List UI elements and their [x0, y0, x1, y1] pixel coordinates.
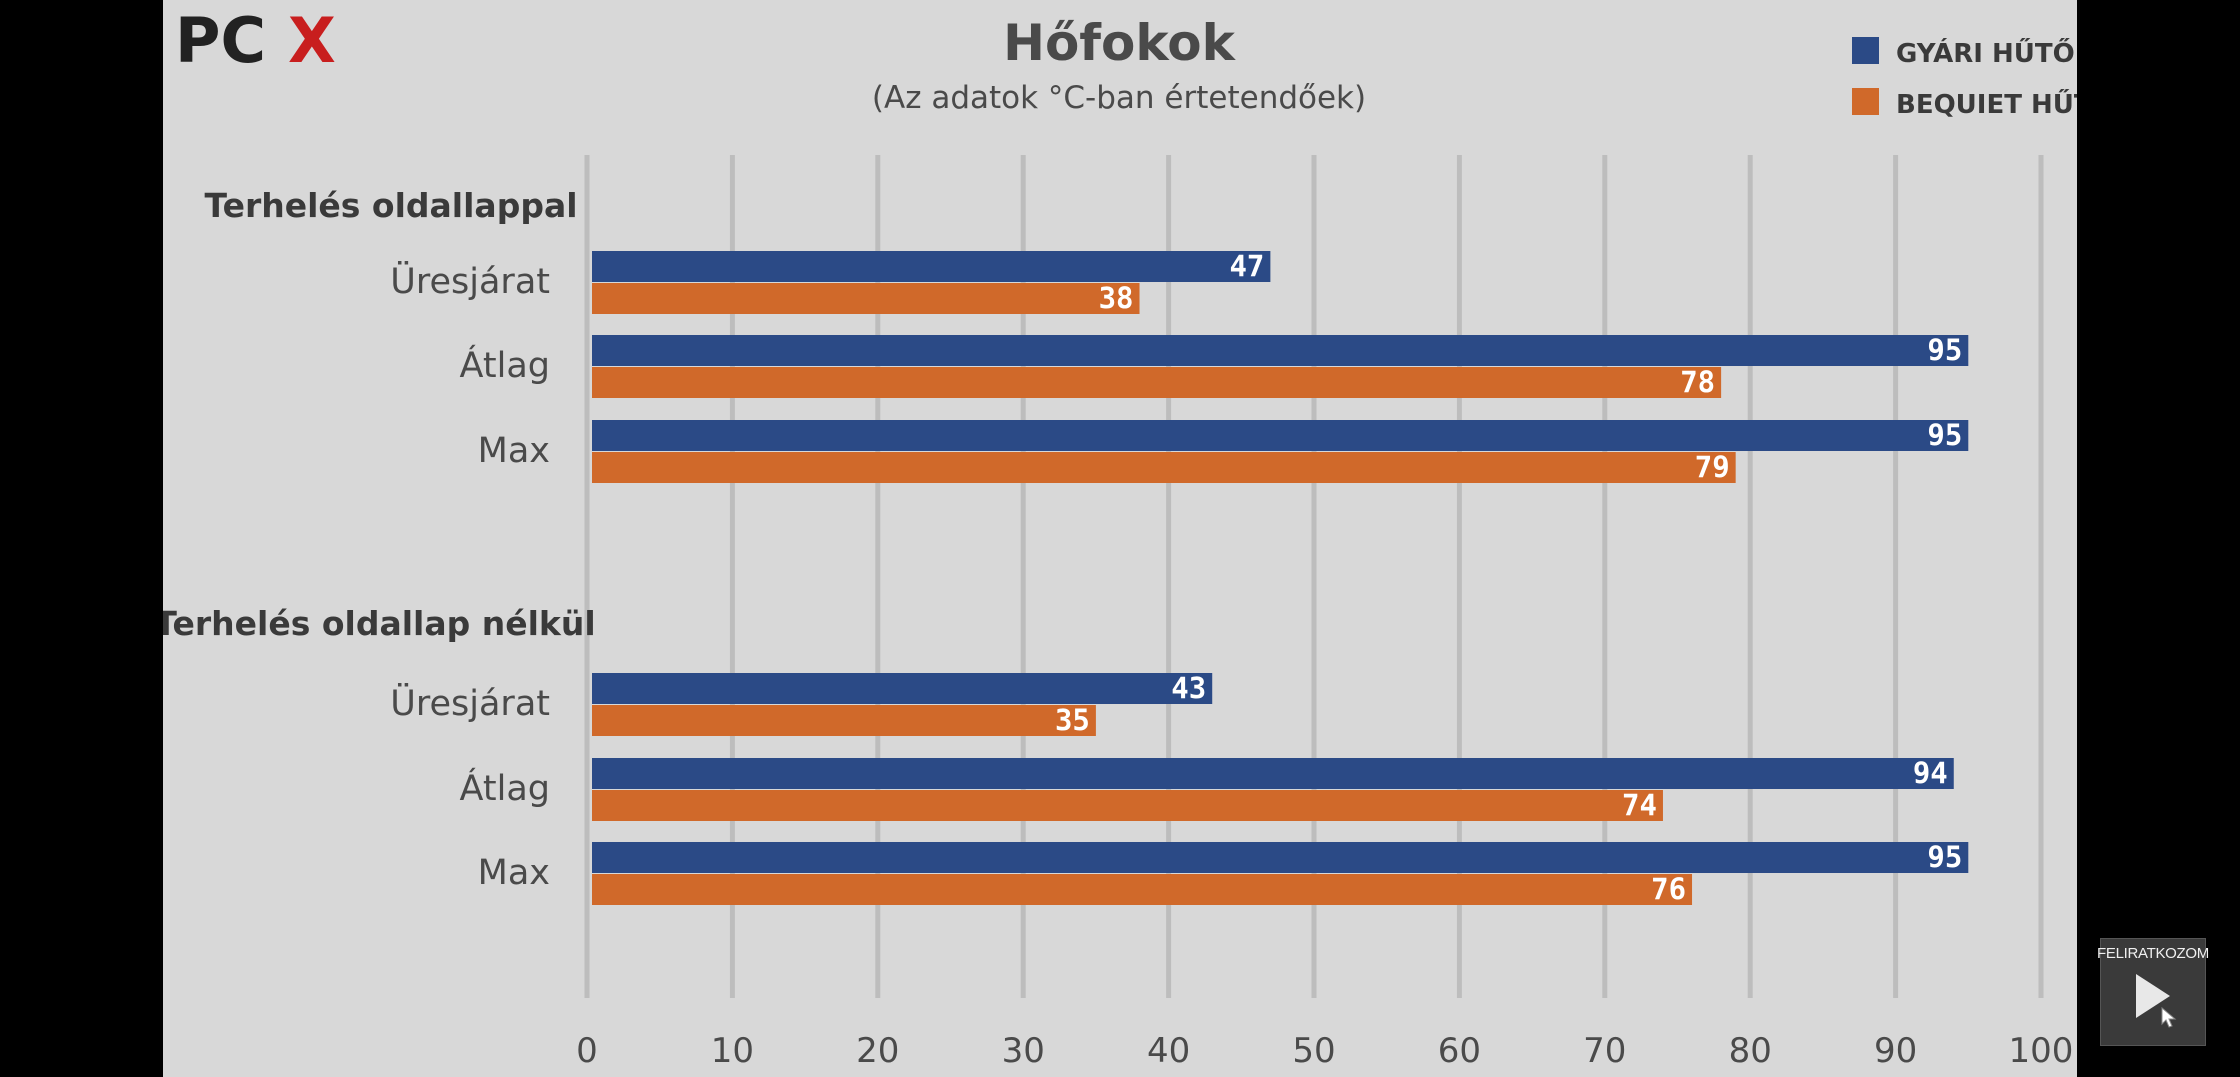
legend-label: GYÁRI HŰTŐ — [1896, 37, 2075, 69]
x-tick-label: 10 — [711, 1031, 754, 1071]
subscribe-label: FELIRATKOZOM — [2097, 945, 2209, 962]
bar — [592, 335, 1969, 366]
bar-value-label: 95 — [1927, 333, 1962, 367]
legend: GYÁRI HŰTŐ BEQUIET HŰTŐ — [1852, 37, 2077, 120]
group-label: Terhelés oldallappal — [204, 186, 577, 225]
bar-value-label: 95 — [1927, 418, 1962, 452]
chart-title: Hőfokok — [1003, 14, 1237, 72]
bar — [592, 705, 1096, 736]
chart-subtitle: (Az adatok °C-ban értetendőek) — [872, 80, 1366, 116]
x-tick-label: 60 — [1438, 1031, 1481, 1071]
subscribe-button[interactable]: FELIRATKOZOM — [2097, 938, 2209, 1046]
category-label: Átlag — [460, 344, 550, 386]
bar — [592, 452, 1736, 483]
category-label: Üresjárat — [390, 260, 550, 302]
x-tick-label: 50 — [1292, 1031, 1335, 1071]
bar — [592, 251, 1271, 282]
x-tick-label: 40 — [1147, 1031, 1190, 1071]
bar — [592, 842, 1969, 873]
x-tick-label: 70 — [1583, 1031, 1626, 1071]
bar — [592, 790, 1663, 821]
bar-value-label: 76 — [1651, 872, 1686, 906]
bar — [592, 758, 1954, 789]
category-label: Üresjárat — [390, 682, 550, 724]
bar-value-label: 78 — [1680, 365, 1715, 399]
bar-value-label: 35 — [1055, 703, 1090, 737]
x-tick-label: 80 — [1729, 1031, 1772, 1071]
bar-value-label: 47 — [1229, 249, 1264, 283]
bar-value-label: 79 — [1695, 450, 1730, 484]
legend-swatch — [1852, 88, 1879, 115]
category-label: Max — [478, 431, 550, 471]
play-cursor-icon — [2136, 974, 2177, 1028]
logo-text-pc: PC — [175, 4, 266, 77]
bar-value-label: 74 — [1622, 788, 1657, 822]
bar — [592, 673, 1213, 704]
group-label: Terhelés oldallap nélkül — [163, 604, 596, 643]
x-tick-label: 0 — [576, 1031, 598, 1071]
bar — [592, 420, 1969, 451]
logo-text-x: X — [288, 4, 336, 77]
x-tick-label: 30 — [1002, 1031, 1045, 1071]
category-labels: Terhelés oldallappal Üresjárat Átlag Max Ter… — [163, 186, 596, 893]
x-tick-label: 90 — [1874, 1031, 1917, 1071]
bar-value-label: 94 — [1913, 756, 1948, 790]
bar — [592, 874, 1693, 905]
bars: 47 38 95 78 95 79 43 35 94 74 95 76 — [592, 249, 1969, 906]
bar-chart: PC X Hőfokok (Az adatok °C-ban értetendő… — [163, 4, 2077, 1071]
pcx-logo: PC X — [175, 4, 336, 77]
x-tick-label: 20 — [856, 1031, 899, 1071]
category-label: Átlag — [460, 767, 550, 809]
bar — [592, 367, 1722, 398]
legend-swatch — [1852, 37, 1879, 64]
category-label: Max — [478, 853, 550, 893]
bar-value-label: 43 — [1171, 671, 1206, 705]
x-tick-label: 100 — [2009, 1031, 2074, 1071]
bar-value-label: 38 — [1099, 281, 1134, 315]
x-axis-ticks: 0 10 20 30 40 50 60 70 80 90 100 — [576, 1031, 2073, 1071]
legend-label: BEQUIET HŰTŐ — [1896, 88, 2077, 120]
bar — [592, 283, 1140, 314]
chart-frame: PC X Hőfokok (Az adatok °C-ban értetendő… — [163, 0, 2077, 1077]
bar-value-label: 95 — [1927, 840, 1962, 874]
